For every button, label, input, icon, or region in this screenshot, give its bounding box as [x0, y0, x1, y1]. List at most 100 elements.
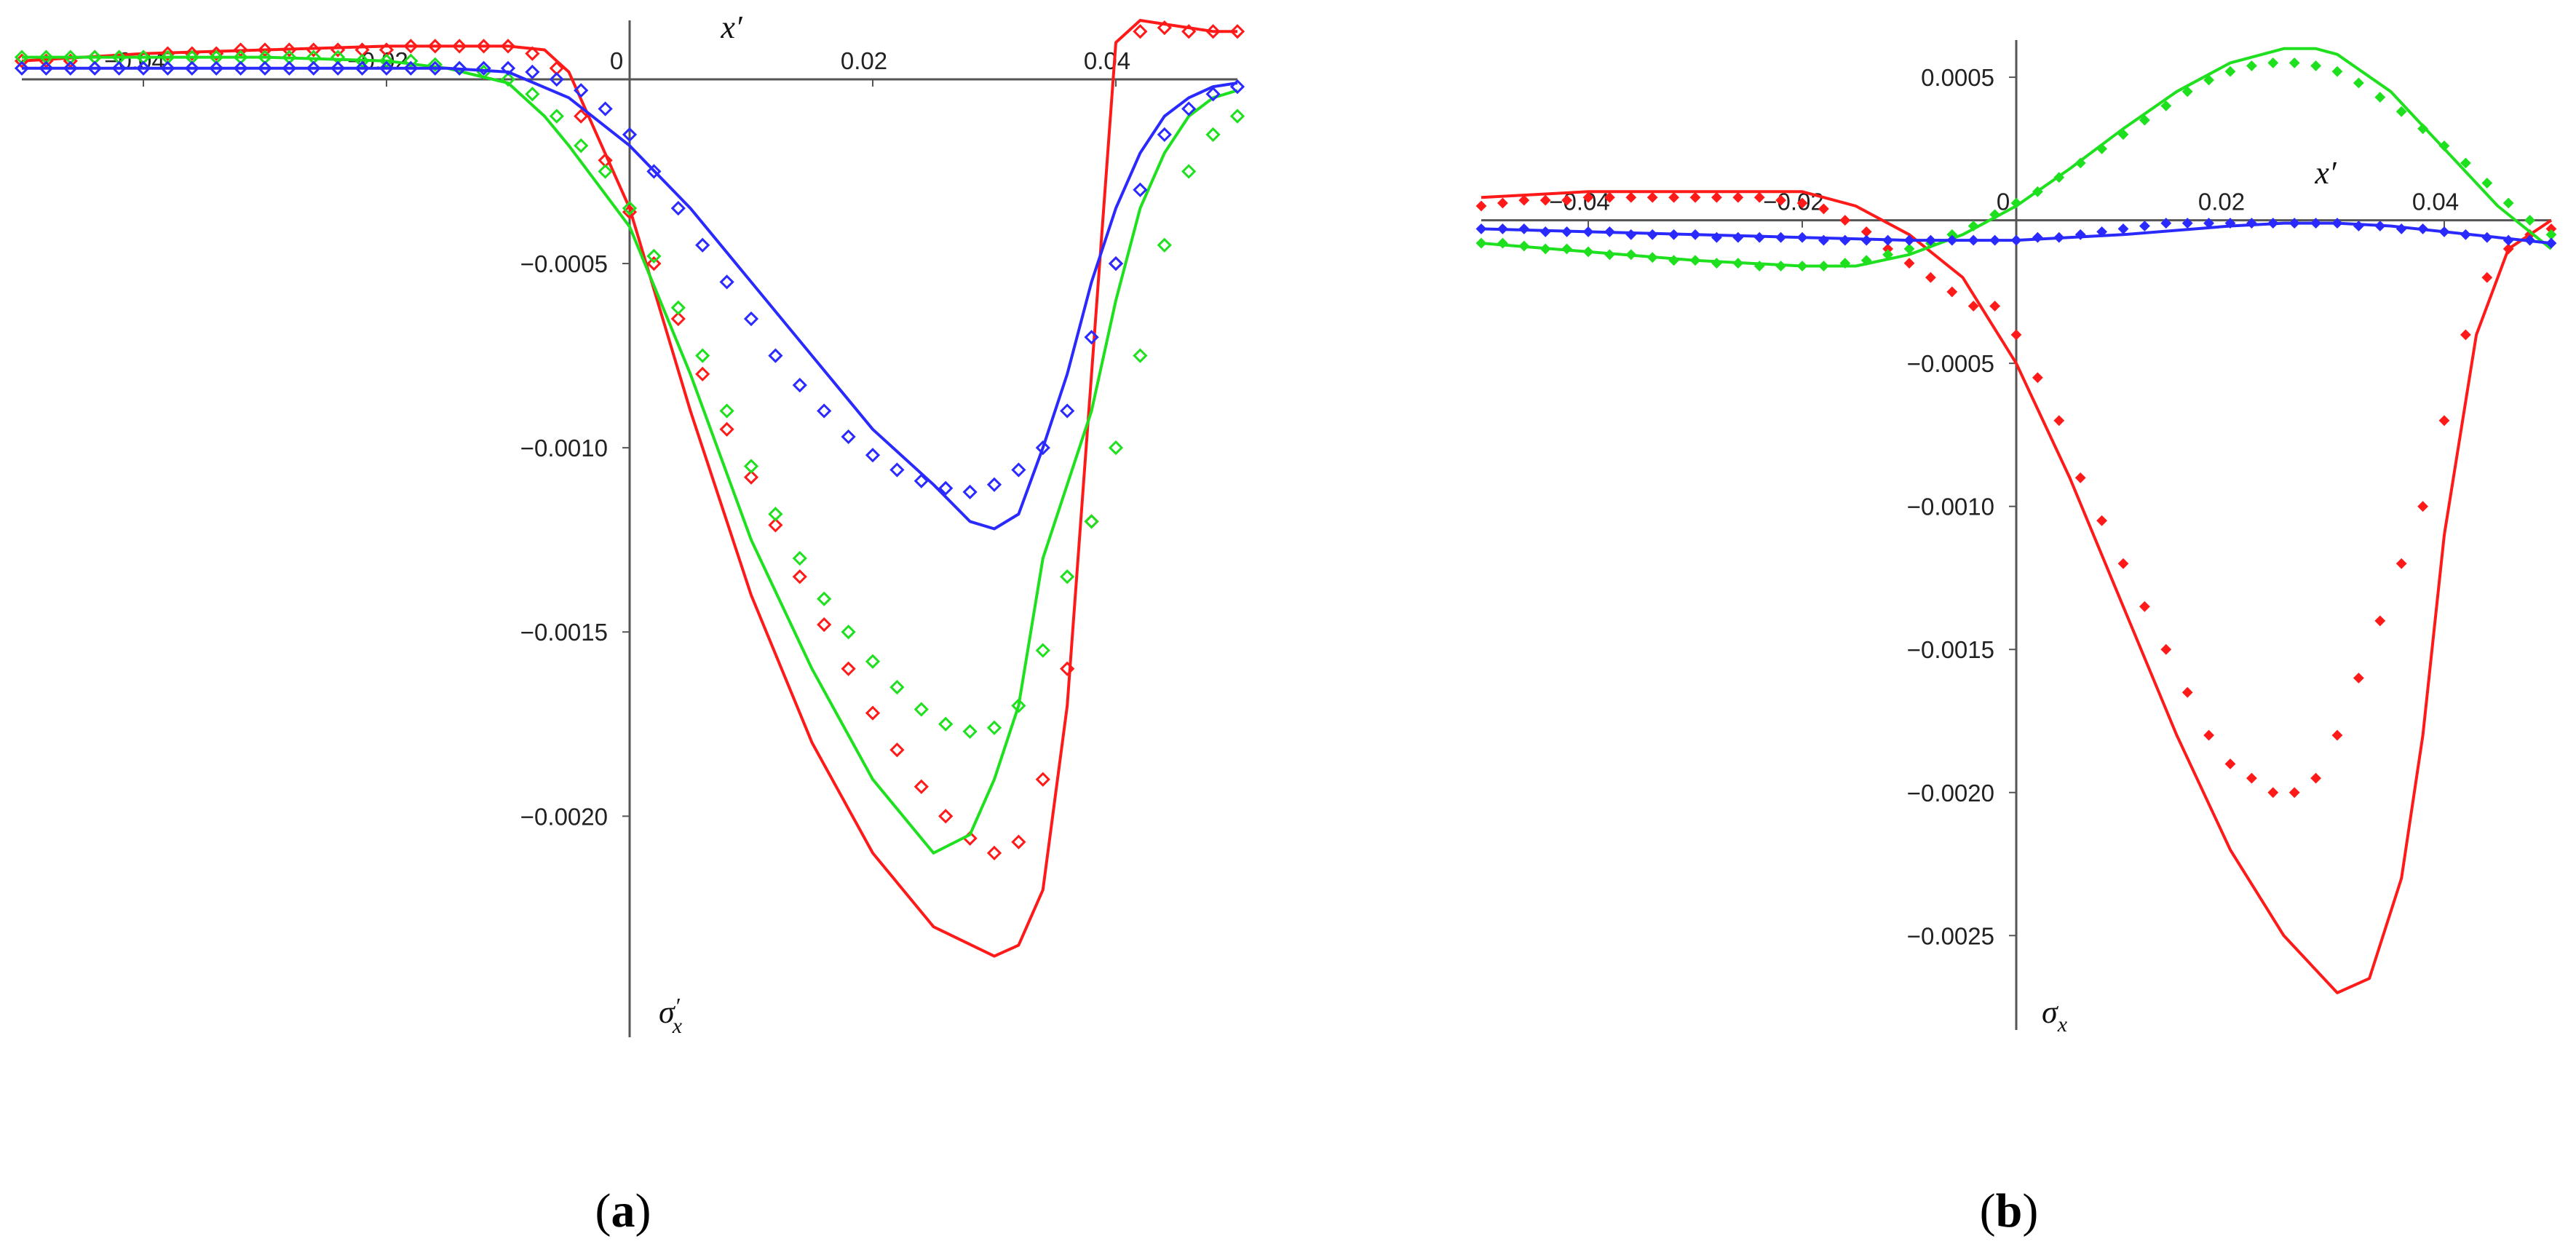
red-marker: [1860, 226, 1872, 237]
blue-line-series: [1481, 221, 2552, 245]
green-marker: [1711, 258, 1722, 269]
blue-marker: [330, 60, 346, 76]
green-marker: [549, 108, 564, 124]
green-marker: [792, 550, 807, 566]
blue-marker: [525, 64, 540, 80]
green-markers-series: [1475, 57, 2557, 272]
green-marker: [1518, 240, 1530, 252]
red-marker: [1108, 255, 1124, 272]
red-marker: [695, 366, 710, 382]
red-marker: [670, 311, 686, 327]
y-tick-label: −0.0010: [520, 435, 608, 461]
green-marker: [1157, 237, 1172, 253]
blue-marker: [2267, 218, 2279, 229]
green-marker: [1181, 164, 1197, 179]
blue-marker: [1689, 229, 1701, 240]
red-line: [1481, 190, 2553, 994]
blue-marker: [670, 200, 686, 216]
green-marker: [1818, 261, 1829, 272]
green-marker: [2310, 60, 2322, 71]
blue-line: [1481, 221, 2552, 245]
red-marker: [2481, 272, 2493, 283]
red-marker: [1818, 203, 1829, 215]
blue-marker: [1625, 229, 1637, 240]
green-marker: [1497, 237, 1508, 249]
blue-marker: [1796, 231, 1808, 243]
red-marker: [452, 39, 467, 54]
green-marker: [2267, 57, 2279, 68]
green-marker: [914, 702, 929, 717]
blue-marker: [1011, 462, 1026, 478]
blue-marker: [1753, 231, 1765, 243]
green-marker: [1860, 255, 1872, 266]
blue-marker: [2160, 218, 2172, 229]
green-marker: [1967, 221, 1979, 231]
red-marker: [330, 42, 346, 58]
blue-marker: [2460, 229, 2471, 240]
red-marker: [500, 39, 516, 54]
red-marker: [476, 39, 491, 54]
red-marker: [1084, 514, 1099, 529]
red-marker: [160, 46, 175, 61]
red-marker: [792, 569, 807, 585]
green-marker: [719, 403, 734, 419]
y-tick-label: 0.0005: [1921, 64, 1994, 91]
blue-marker: [379, 60, 395, 76]
blue-markers-series: [1475, 218, 2557, 249]
blue-line-series: [22, 66, 1238, 531]
green-marker: [2053, 172, 2065, 183]
red-marker: [2010, 329, 2022, 341]
red-marker: [2288, 787, 2300, 799]
red-marker: [1732, 191, 1744, 203]
green-marker: [1604, 249, 1615, 261]
red-marker: [1796, 197, 1808, 209]
red-marker: [865, 705, 881, 721]
red-marker: [233, 42, 248, 58]
blue-marker: [2203, 218, 2215, 229]
blue-marker: [1582, 226, 1594, 237]
blue-marker: [2545, 237, 2557, 249]
red-marker: [1497, 197, 1508, 209]
blue-marker: [1108, 255, 1124, 272]
red-marker: [768, 518, 783, 533]
green-marker: [938, 716, 954, 732]
blue-marker: [1646, 229, 1658, 240]
blue-marker: [1229, 79, 1245, 95]
red-marker: [2438, 415, 2450, 427]
blue-marker: [1882, 234, 1894, 246]
blue-marker: [2353, 221, 2364, 231]
red-marker: [889, 742, 905, 758]
red-marker: [1011, 834, 1026, 849]
green-marker: [525, 87, 540, 102]
blue-marker: [306, 60, 321, 76]
green-marker: [2160, 100, 2172, 111]
red-marker: [1060, 661, 1075, 676]
blue-marker: [1561, 226, 1573, 237]
blue-marker: [1711, 231, 1722, 243]
red-marker: [2310, 772, 2322, 784]
red-marker: [2353, 673, 2364, 684]
chart-panel-a: −0.04 −0.02 0.02 0.040−0.0005−0.0010−0.0015…: [14, 9, 1245, 1038]
blue-marker: [2438, 226, 2450, 237]
red-line-series: [21, 19, 1237, 958]
green-marker: [695, 348, 710, 363]
blue-marker: [1084, 330, 1099, 345]
green-marker: [1133, 348, 1148, 363]
green-marker: [1668, 255, 1680, 266]
blue-marker: [452, 60, 467, 76]
green-marker: [403, 53, 419, 68]
green-marker: [2502, 197, 2514, 209]
blue-marker: [792, 377, 807, 393]
red-marker: [282, 42, 297, 58]
green-marker: [1084, 514, 1099, 529]
blue-marker: [2224, 218, 2236, 229]
blue-marker: [39, 60, 54, 76]
blue-marker: [914, 473, 929, 488]
blue-markers-series: [14, 60, 1245, 500]
blue-marker: [87, 60, 103, 76]
blue-marker: [1475, 223, 1487, 234]
red-marker: [1946, 286, 1958, 298]
green-marker: [574, 138, 589, 154]
green-marker: [743, 459, 759, 474]
